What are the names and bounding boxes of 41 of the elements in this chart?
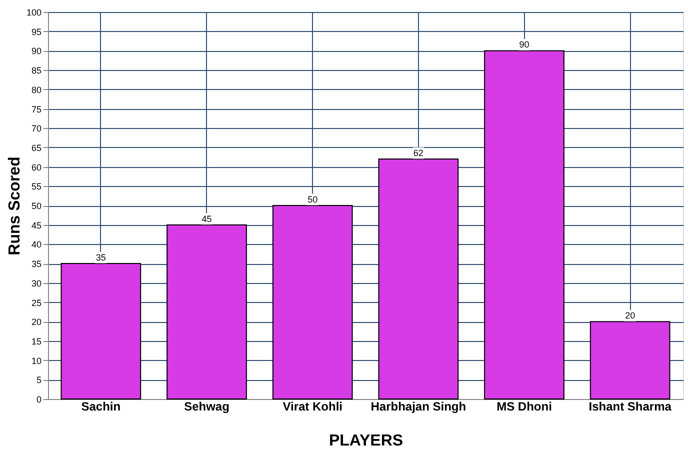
bar: [166, 224, 247, 400]
y-tick-label: 55: [31, 182, 42, 192]
y-tick-label: 95: [31, 26, 42, 37]
y-tick-label: 90: [31, 46, 42, 56]
y-tick-label: 60: [31, 162, 42, 172]
data-label: 45: [202, 214, 212, 224]
y-tick-label: 5: [36, 375, 42, 386]
y-tick-label: 65: [31, 142, 42, 153]
y-tick-label: 25: [31, 298, 42, 308]
data-label: 90: [519, 40, 530, 50]
y-tick-label: 10: [31, 356, 42, 366]
bar: [590, 321, 670, 400]
data-label: 20: [625, 310, 636, 321]
y-tick-label: 70: [31, 124, 42, 134]
x-tick-label: Sehwag: [184, 400, 230, 414]
data-label: 35: [96, 252, 106, 263]
y-tick-label: 40: [31, 240, 42, 250]
x-tick-label: Virat Kohli: [282, 400, 342, 414]
x-tick-label: Ishant Sharma: [588, 400, 672, 414]
y-tick-label: 15: [31, 336, 42, 346]
y-tick-label: 35: [31, 259, 42, 270]
y-tick-label: 85: [31, 66, 42, 76]
bar: [272, 205, 353, 400]
bar: [378, 158, 459, 400]
x-tick-label: Sachin: [81, 400, 121, 414]
y-tick-label: 0: [36, 394, 42, 404]
y-tick-label: 45: [31, 220, 42, 230]
bar: [484, 50, 564, 400]
y-axis-title: Runs Scored: [6, 156, 24, 256]
data-label: 50: [308, 194, 318, 204]
y-tick-label: 20: [31, 317, 42, 328]
y-tick-label: 80: [31, 84, 42, 95]
y-tick-label: 100: [26, 8, 42, 18]
y-tick-label: 30: [31, 278, 42, 288]
x-tick-label: MS Dhoni: [496, 400, 552, 414]
data-label: 62: [413, 148, 424, 158]
x-axis-title: PLAYERS: [328, 432, 404, 450]
bar: [60, 263, 142, 400]
x-tick-label: Harbhajan Singh: [370, 400, 466, 414]
y-tick-label: 75: [31, 104, 42, 114]
y-tick-label: 50: [31, 201, 42, 211]
